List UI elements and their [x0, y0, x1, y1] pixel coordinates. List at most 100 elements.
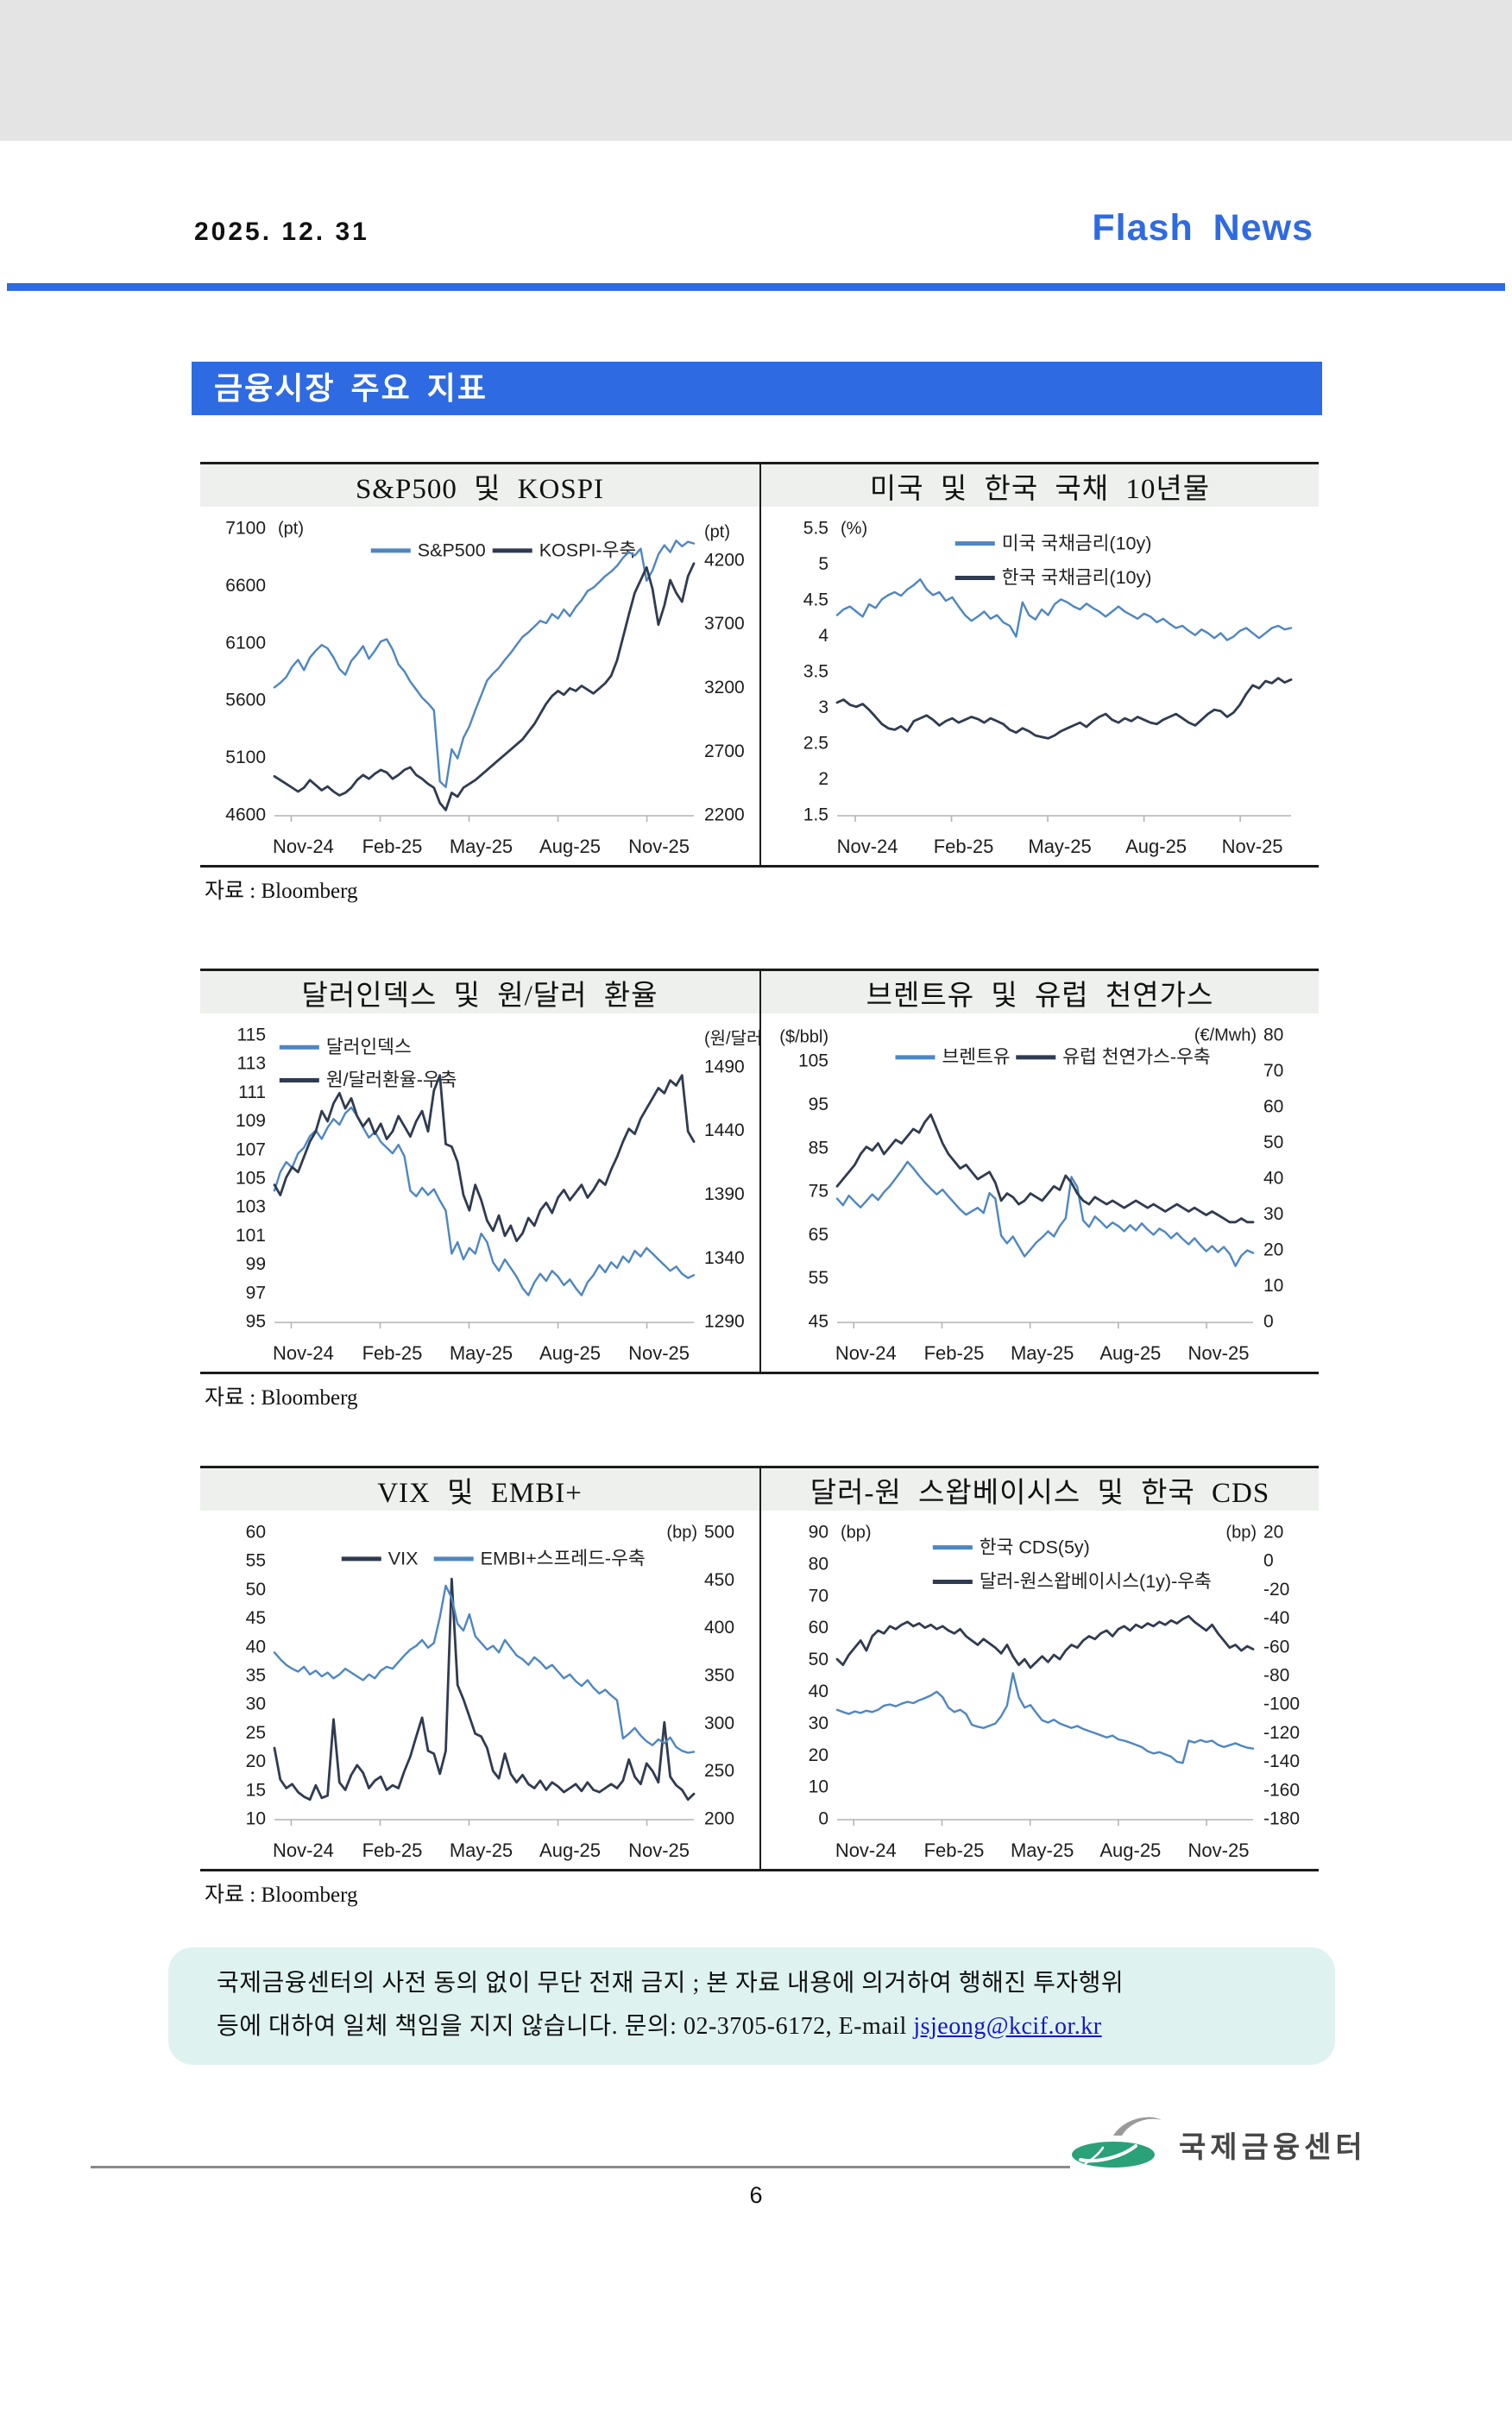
svg-text:20: 20 [809, 1745, 828, 1765]
page-number: 6 [749, 2182, 763, 2208]
svg-text:40: 40 [246, 1637, 266, 1657]
disclaimer-box: 국제금융센터의 사전 동의 없이 무단 전재 금지 ; 본 자료 내용에 의거하… [168, 1947, 1335, 2065]
svg-text:60: 60 [1263, 1097, 1283, 1117]
chart-canvas-dxy-usdkrw: 115 113 111 109 107 105 103 101 99 97 95 1490 1440 13… [200, 1013, 768, 1372]
svg-text:-40: -40 [1263, 1608, 1289, 1628]
chart-title: 달러-원 스왑베이시스 및 한국 CDS [761, 1468, 1319, 1511]
top-gray-band [0, 0, 1512, 141]
svg-text:2: 2 [818, 769, 828, 789]
source-label: 자료 : Bloomberg [205, 1386, 358, 1410]
svg-text:300: 300 [704, 1713, 734, 1733]
svg-text:250: 250 [704, 1761, 734, 1781]
svg-text:0: 0 [818, 1809, 828, 1829]
svg-text:109: 109 [236, 1111, 266, 1131]
svg-text:EMBI+스프레드-우축: EMBI+스프레드-우축 [481, 1549, 646, 1569]
chart-us-kr-10y: 미국 및 한국 국채 10년물 5.5 5 4.5 4 3.5 3 2.5 2 1.5 (%) No… [759, 464, 1319, 865]
svg-text:VIX: VIX [388, 1549, 419, 1569]
svg-text:(€/Mwh): (€/Mwh) [1194, 1025, 1257, 1044]
svg-text:Feb-25: Feb-25 [934, 836, 994, 857]
svg-text:45: 45 [246, 1608, 266, 1628]
chart-canvas-us-kr-10y: 5.5 5 4.5 4 3.5 3 2.5 2 1.5 (%) Nov-24 Feb-25 May-25… [761, 507, 1319, 865]
svg-text:Aug-25: Aug-25 [1099, 1342, 1161, 1364]
svg-text:3700: 3700 [704, 614, 745, 634]
svg-text:1440: 1440 [704, 1120, 745, 1140]
kcif-logo-icon [1072, 2117, 1162, 2168]
kcif-logo-text: 국제금융센터 [1179, 2130, 1367, 2164]
svg-text:10: 10 [246, 1809, 266, 1829]
svg-text:(bp): (bp) [1225, 1523, 1257, 1542]
svg-text:-160: -160 [1263, 1780, 1300, 1800]
chart-canvas-sp500-kospi: 7100 6600 6100 5600 5100 4600 (pt) 4200 3700 3200… [200, 507, 759, 865]
svg-text:S&P500: S&P500 [418, 540, 486, 561]
svg-text:May-25: May-25 [450, 1342, 513, 1364]
svg-text:50: 50 [246, 1580, 266, 1600]
svg-text:95: 95 [246, 1312, 266, 1332]
chart-canvas-swap-cds: 90 80 70 60 50 40 30 20 10 0 (bp) 20 0 -20 -40 -60 -80 -1… [761, 1511, 1319, 1869]
svg-text:Nov-24: Nov-24 [273, 1840, 334, 1861]
svg-text:15: 15 [246, 1780, 266, 1800]
svg-text:($/bbl): ($/bbl) [779, 1027, 828, 1046]
svg-text:30: 30 [809, 1713, 828, 1733]
svg-text:Feb-25: Feb-25 [924, 1840, 985, 1861]
svg-text:400: 400 [704, 1618, 734, 1638]
svg-text:200: 200 [704, 1809, 734, 1829]
chart-sp500-kospi: S&P500 및 KOSPI 7100 6600 6100 5600 5100 4600 (… [200, 464, 759, 865]
svg-text:Nov-24: Nov-24 [273, 836, 334, 857]
svg-text:70: 70 [809, 1586, 828, 1606]
svg-text:-100: -100 [1263, 1694, 1300, 1714]
svg-text:Aug-25: Aug-25 [1099, 1840, 1161, 1861]
svg-text:80: 80 [809, 1554, 828, 1574]
chart-row-2: 달러인덱스 및 원/달러 환율 115 113 111 109 107 105 103 101… [200, 969, 1319, 1374]
svg-text:May-25: May-25 [1011, 1342, 1074, 1364]
chart-canvas-brent-gas: 105 95 85 75 65 55 45 ($/bbl) 80 70 60 50 40 30 20 10 0 (… [761, 1013, 1319, 1372]
svg-text:65: 65 [809, 1225, 828, 1245]
svg-text:50: 50 [809, 1650, 828, 1669]
svg-text:450: 450 [704, 1570, 734, 1590]
svg-text:2.5: 2.5 [803, 734, 828, 754]
svg-text:10: 10 [1263, 1276, 1283, 1296]
chart-title: 달러인덱스 및 원/달러 환율 [200, 971, 759, 1013]
svg-text:3200: 3200 [704, 678, 745, 697]
brand-title: Flash News [1092, 207, 1314, 249]
svg-text:브렌트유: 브렌트유 [942, 1047, 1010, 1068]
chart-brent-gas: 브렌트유 및 유럽 천연가스 105 95 85 75 65 55 45 ($/bbl) 80 7… [759, 971, 1319, 1372]
chart-title: 브렌트유 및 유럽 천연가스 [761, 971, 1319, 1013]
svg-text:4: 4 [818, 626, 828, 646]
svg-text:May-25: May-25 [1028, 836, 1091, 857]
svg-text:20: 20 [246, 1751, 266, 1771]
svg-text:50: 50 [1263, 1133, 1283, 1152]
document-date: 2025. 12. 31 [194, 218, 369, 246]
chart-title: VIX 및 EMBI+ [200, 1468, 759, 1511]
svg-text:500: 500 [704, 1523, 734, 1543]
svg-text:70: 70 [1263, 1061, 1283, 1081]
section-banner: 금융시장 주요 지표 [192, 362, 1322, 415]
svg-text:2700: 2700 [704, 742, 745, 761]
svg-text:115: 115 [237, 1025, 266, 1045]
svg-text:Nov-25: Nov-25 [1222, 836, 1283, 857]
svg-text:60: 60 [809, 1618, 828, 1638]
footer-rule [91, 2166, 1070, 2168]
chart-title: 미국 및 한국 국채 10년물 [761, 464, 1319, 507]
chart-title: S&P500 및 KOSPI [200, 464, 759, 507]
svg-text:Aug-25: Aug-25 [539, 1840, 601, 1861]
svg-text:3: 3 [818, 697, 828, 717]
svg-text:1390: 1390 [704, 1184, 745, 1204]
svg-text:Feb-25: Feb-25 [924, 1342, 985, 1364]
svg-text:한국 CDS(5y): 한국 CDS(5y) [980, 1537, 1090, 1557]
chart-canvas-vix-embi: 60 55 50 45 40 35 30 25 20 15 10 500 450 400 350 300 250… [200, 1511, 759, 1869]
svg-text:107: 107 [236, 1139, 266, 1159]
svg-text:Nov-24: Nov-24 [835, 1342, 897, 1364]
contact-email-link[interactable]: jsjeong@kcif.or.kr [913, 2013, 1102, 2040]
svg-text:55: 55 [809, 1268, 828, 1288]
disclaimer-line1: 국제금융센터의 사전 동의 없이 무단 전재 금지 ; 본 자료 내용에 의거하… [217, 1970, 1125, 1997]
svg-text:5600: 5600 [225, 691, 266, 710]
svg-text:미국 국채금리(10y): 미국 국채금리(10y) [1002, 533, 1152, 553]
svg-text:105: 105 [236, 1169, 266, 1189]
svg-text:Nov-24: Nov-24 [273, 1342, 334, 1364]
chart-vix-embi: VIX 및 EMBI+ 60 55 50 45 40 35 30 25 20 15 10 500 450… [200, 1468, 759, 1869]
chart-swap-cds: 달러-원 스왑베이시스 및 한국 CDS 90 80 70 60 50 40 30 20 10 0… [759, 1468, 1319, 1869]
svg-text:99: 99 [246, 1254, 266, 1274]
svg-text:KOSPI-우축: KOSPI-우축 [539, 540, 636, 561]
svg-text:유럽 천연가스-우축: 유럽 천연가스-우축 [1062, 1047, 1210, 1068]
